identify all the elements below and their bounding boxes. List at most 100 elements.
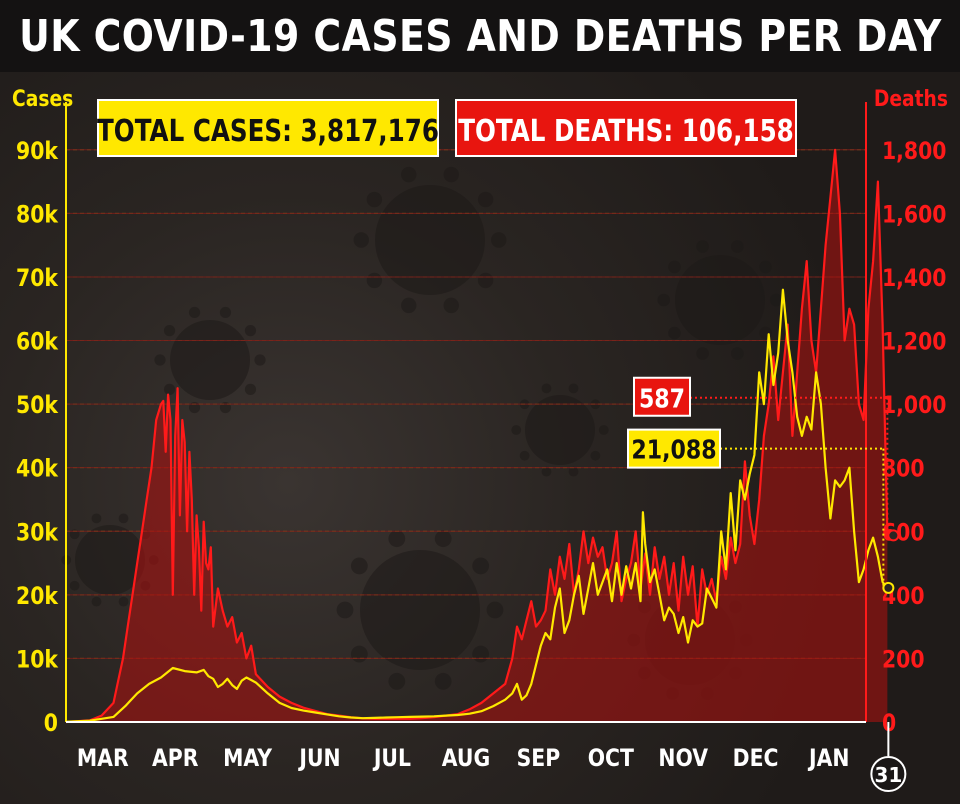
virus-spike [511,425,522,435]
virus-blob [75,525,145,595]
virus-spike [486,601,504,619]
virus-spike [769,293,783,307]
month-label: JUL [372,744,411,772]
virus-spike [353,232,369,248]
deaths-callout-box [633,376,691,417]
virus-spike [350,557,368,575]
virus-spike [350,645,368,663]
virus-spike [731,347,744,360]
axes: CasesDeaths010k20k30k40k50k60k70k80k90k0… [12,86,948,773]
cases-callout-value: 21,088 [631,435,716,465]
virus-blob [375,185,485,295]
deaths-tick-label: 800 [882,455,925,483]
virus-spike [154,354,166,366]
virus-spike [519,450,530,461]
virus-blob [360,550,480,670]
day-marker-circle [870,756,907,792]
virus-blob [170,320,250,400]
virus-spike [163,383,176,395]
cases-end-marker [882,581,895,594]
virus-spike [668,326,681,340]
virus-spike [388,530,406,548]
virus-spike [668,260,681,274]
cases-tick-label: 40k [16,455,59,483]
cases-tick-label: 20k [16,582,59,610]
month-label: NOV [658,744,708,772]
virus-spike [568,466,579,477]
cases-tick-label: 0 [44,709,58,737]
virus-spike [598,425,609,435]
deaths-line [65,148,889,724]
virus-spike [336,601,354,619]
cases-tick-label: 50k [16,392,59,420]
virus-spike [696,347,709,360]
cases-callout-box [627,428,721,469]
cases-series [65,288,889,723]
cases-tick-label: 80k [16,201,59,229]
virus-spike [366,191,383,208]
annotations: TOTAL CASES: 3,817,176 TOTAL DEATHS: 106,… [97,99,907,792]
month-label: MAR [77,744,129,772]
virus-spike [541,466,552,477]
month-label: AUG [442,744,490,772]
virus-spike [590,450,601,461]
virus-spike [118,513,129,524]
virus-spike [401,297,417,314]
deaths-tick-label: 1,200 [882,328,947,356]
deaths-axis-title: Deaths [874,86,948,112]
virus-spike [91,513,102,524]
virus-spike [491,232,507,248]
virus-spike [244,325,257,337]
virus-spike [434,530,452,548]
virus-spike [401,166,417,183]
virus-texture [61,166,783,700]
deaths-tick-label: 1,400 [882,264,947,292]
month-label: DEC [733,744,779,772]
total-cases-box [97,99,439,157]
virus-spike [434,672,452,690]
virus-blob [525,395,595,465]
virus-spike [568,383,579,394]
deaths-tick-label: 1,000 [882,392,947,420]
virus-spike [731,240,744,253]
total-deaths-text: TOTAL DEATHS: 106,158 [458,115,794,149]
cases-tick-label: 60k [16,328,59,356]
month-label: SEP [517,744,561,772]
month-label: OCT [588,744,635,772]
virus-spike [472,645,490,663]
virus-spike [443,297,459,314]
deaths-tick-label: 200 [882,646,925,674]
total-deaths-box [455,99,797,157]
virus-spike [472,557,490,575]
total-cases-text: TOTAL CASES: 3,817,176 [97,115,439,149]
virus-spike [541,383,552,394]
virus-spike [477,272,494,289]
cases-tick-label: 10k [16,646,59,674]
cases-axis-title: Cases [12,86,73,112]
virus-spike [657,293,671,307]
chart-title: UK COVID-19 CASES AND DEATHS PER DAY [18,10,942,62]
day-marker-label: 31 [874,763,902,787]
virus-spike [188,401,201,414]
virus-spike [388,672,406,690]
month-label: JAN [807,744,849,772]
virus-spike [118,596,129,607]
deaths-tick-label: 1,600 [882,201,947,229]
cases-tick-label: 90k [16,137,59,165]
month-label: JUN [298,744,341,772]
deaths-callout-value: 587 [639,384,685,414]
virus-spike [91,596,102,607]
deaths-series [65,148,889,724]
virus-blob [675,255,765,345]
virus-spike [254,354,266,366]
virus-spike [219,401,232,414]
month-label: MAY [223,744,273,772]
cases-tick-label: 70k [16,264,59,292]
virus-spike [163,325,176,337]
virus-spike [366,272,383,289]
deaths-tick-label: 1,800 [882,137,947,165]
month-label: APR [152,744,198,772]
virus-spike [69,529,80,540]
